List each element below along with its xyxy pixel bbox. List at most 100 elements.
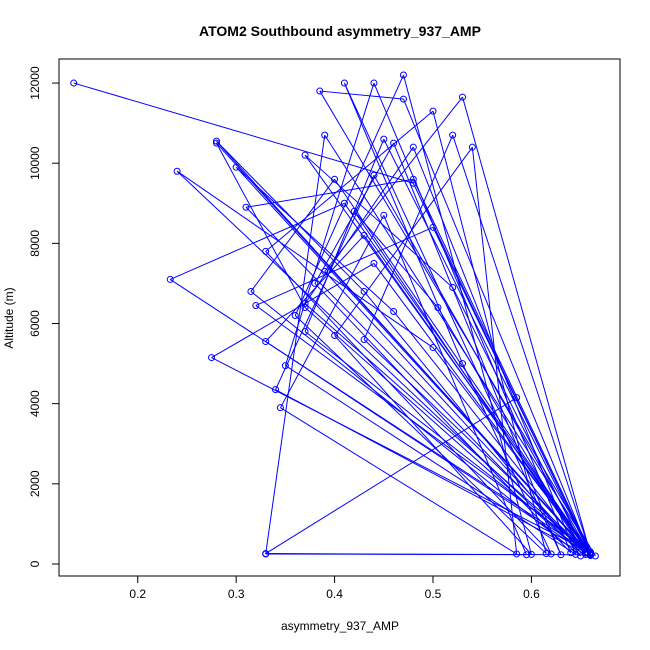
data-point (301, 328, 309, 336)
series-segment (462, 363, 552, 555)
series-segment (319, 90, 404, 100)
data-point (301, 151, 309, 159)
series-segment (284, 82, 375, 366)
data-point (547, 550, 555, 558)
series-segment (383, 138, 591, 555)
series-segment (373, 82, 572, 553)
series-segment (211, 357, 591, 554)
data-point (409, 143, 417, 151)
data-point (252, 301, 260, 309)
series-segment (304, 146, 414, 304)
data-point (370, 171, 378, 179)
x-tick-label: 0.2 (129, 587, 146, 601)
series-segment (250, 178, 335, 292)
data-point (449, 131, 457, 139)
series-segment (265, 135, 326, 555)
series-segment (324, 271, 586, 555)
data-point (434, 303, 442, 311)
series-segment (73, 82, 414, 184)
series-segment (265, 110, 434, 252)
y-tick-label: 0 (28, 560, 42, 567)
data-point (468, 143, 476, 151)
series-segment (176, 170, 434, 348)
data-point (360, 287, 368, 295)
data-point (567, 549, 575, 557)
series-segment (304, 138, 385, 332)
data-point (409, 175, 417, 183)
data-point (399, 95, 407, 103)
y-tick-label: 8000 (28, 230, 42, 257)
x-tick-label: 0.3 (228, 587, 245, 601)
y-tick-label: 2000 (28, 470, 42, 497)
series-segment (319, 90, 596, 557)
series-segment (462, 96, 591, 555)
data-point (212, 137, 220, 145)
data-point (232, 163, 240, 171)
data-point (301, 303, 309, 311)
data-point (380, 211, 388, 219)
data-point (166, 275, 174, 283)
data-point (212, 139, 220, 147)
data-point (449, 283, 457, 291)
data-point (390, 307, 398, 315)
series-segment (294, 315, 547, 554)
data-point (242, 203, 250, 211)
series-segment (216, 142, 306, 308)
data-point (208, 354, 216, 362)
series-segment (285, 365, 576, 555)
series-segment (402, 74, 532, 555)
data-point (276, 404, 284, 412)
series-segment (324, 134, 596, 557)
series-segment (304, 303, 591, 556)
data-point (527, 550, 535, 558)
data-point (523, 551, 530, 559)
x-tick-label: 0.4 (326, 587, 343, 601)
data-point (316, 87, 324, 95)
series-segment (403, 98, 591, 555)
data-point (513, 394, 521, 402)
series-segment (314, 142, 395, 284)
data-point (577, 552, 585, 560)
data-point (429, 223, 437, 231)
data-point (350, 207, 358, 215)
data-point (340, 199, 348, 207)
data-point (247, 287, 255, 295)
data-point (513, 550, 521, 558)
y-tick-label: 6000 (28, 310, 42, 337)
data-point (459, 93, 467, 101)
series-segment (265, 553, 527, 556)
series-segment (169, 279, 591, 554)
series-segment (452, 287, 586, 553)
series-segment (393, 142, 562, 555)
data-point (572, 550, 580, 558)
series-segment (353, 210, 439, 308)
series-segment (176, 170, 581, 553)
data-point (321, 267, 329, 275)
series-segment (383, 215, 527, 555)
series-points (70, 71, 599, 560)
data-point (399, 71, 407, 79)
data-point (281, 362, 289, 370)
series-segment (432, 227, 591, 554)
y-axis-label: Altitude (m) (2, 287, 16, 348)
data-point (409, 179, 417, 187)
series-segment (334, 146, 473, 336)
data-point (429, 107, 437, 115)
series-segment (294, 74, 404, 316)
data-point (370, 79, 378, 87)
data-point (380, 135, 388, 143)
series-segment (280, 215, 385, 408)
series-segment (170, 202, 345, 280)
data-point (331, 332, 339, 340)
series-segment (245, 206, 586, 555)
series-segment (265, 341, 586, 554)
series-segment (432, 110, 547, 554)
data-point (459, 360, 467, 368)
series-segment (216, 140, 591, 556)
data-point (291, 311, 299, 319)
data-point (262, 247, 270, 255)
y-tick-label: 10000 (28, 146, 42, 180)
series-segment (452, 134, 591, 554)
data-point (557, 551, 565, 559)
